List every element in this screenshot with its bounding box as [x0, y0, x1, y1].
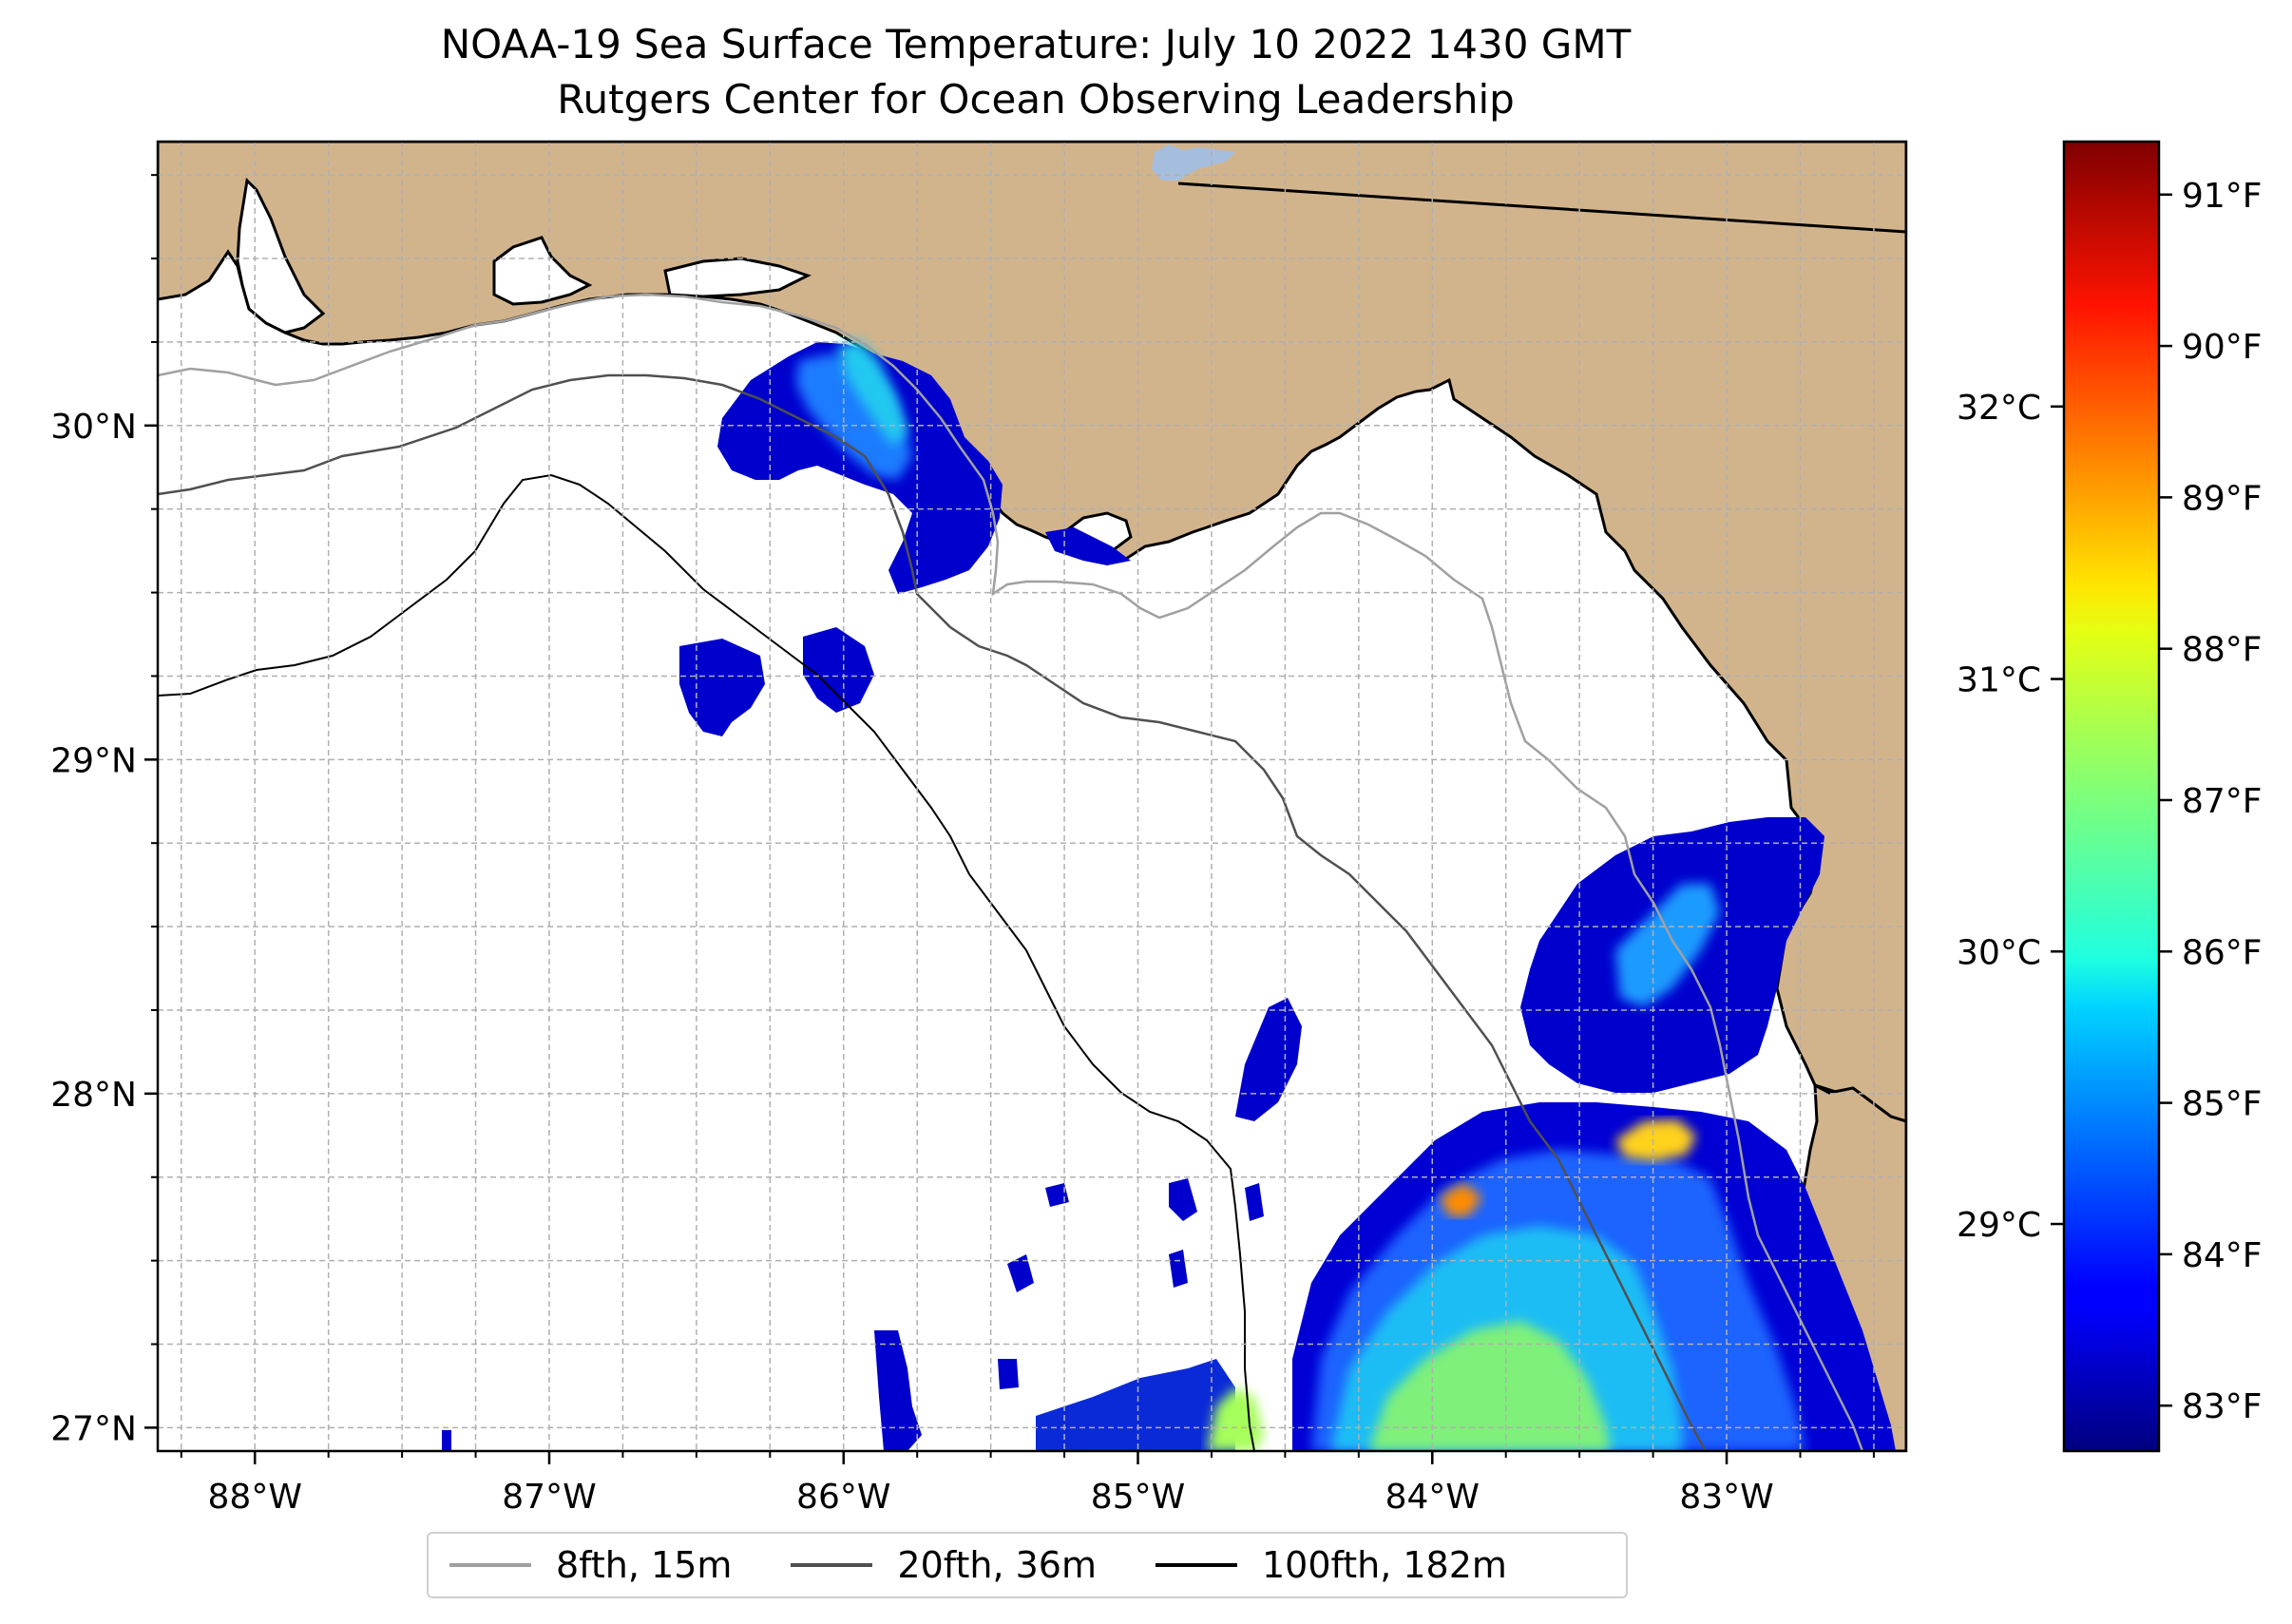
chart-subtitle: Rutgers Center for Ocean Observing Leade…	[557, 76, 1515, 123]
colorbar-f-label: 86°F	[2182, 933, 2263, 972]
y-tick-label: 28°N	[50, 1076, 137, 1115]
mobile-bay	[236, 177, 326, 334]
colorbar-c-label: 29°C	[1957, 1206, 2041, 1245]
colorbar-f-label: 88°F	[2182, 631, 2263, 670]
sst-patch-warm-spot-2	[1440, 1183, 1482, 1216]
legend-item-8fth: 8fth, 15m	[449, 1544, 732, 1586]
colorbar-c-label: 31°C	[1957, 661, 2041, 700]
x-tick-label: 87°W	[502, 1478, 596, 1517]
legend: 8fth, 15m 20fth, 36m 100fth, 182m	[427, 1532, 1628, 1598]
colorbar-f-label: 84°F	[2182, 1236, 2263, 1275]
legend-item-100fth: 100fth, 182m	[1155, 1544, 1507, 1586]
sst-patch-nearshore	[1045, 527, 1131, 565]
sst-patch-offshore-1	[679, 639, 765, 736]
colorbar-f-label: 85°F	[2182, 1085, 2263, 1124]
contour-100fth	[158, 473, 1255, 1451]
x-tick-label: 83°W	[1679, 1478, 1773, 1517]
colorbar-f-label: 89°F	[2182, 479, 2263, 518]
x-tick-label: 88°W	[208, 1478, 302, 1517]
x-axis: 88°W 87°W 86°W 85°W 84°W 83°W	[180, 1451, 1875, 1517]
sst-patch-warm-spot	[1615, 1119, 1696, 1161]
x-tick-label: 84°W	[1385, 1478, 1480, 1517]
colorbar: 32°C 31°C 30°C 29°C 91°F 90°F 89°F 88°F 87°F 86°…	[1957, 140, 2263, 1453]
colorbar-c-label: 30°C	[1957, 933, 2041, 972]
legend-label-8fth: 8fth, 15m	[556, 1544, 733, 1586]
sst-patches	[442, 340, 1896, 1451]
y-tick-label: 27°N	[50, 1409, 137, 1448]
legend-swatch-20fth	[791, 1563, 873, 1567]
legend-swatch-8fth	[449, 1563, 531, 1567]
legend-swatch-100fth	[1155, 1563, 1237, 1567]
y-tick-label: 30°N	[50, 408, 137, 447]
y-tick-label: 29°N	[50, 741, 137, 780]
gridlines	[158, 142, 1906, 1451]
sst-patch-pensacola-warm	[796, 353, 912, 480]
legend-label-100fth: 100fth, 182m	[1261, 1544, 1507, 1586]
sst-patch-flecks	[442, 1178, 1264, 1451]
colorbar-f-label: 91°F	[2182, 177, 2263, 216]
x-tick-label: 86°W	[796, 1478, 890, 1517]
choctawhatchee-bay	[663, 257, 812, 298]
chart-title: NOAA-19 Sea Surface Temperature: July 10…	[440, 21, 1632, 67]
x-tick-label: 85°W	[1091, 1478, 1185, 1517]
pensacola-bay	[492, 236, 593, 306]
sst-patch-bigbend-cyan	[1615, 884, 1720, 1007]
y-axis: 30°N 29°N 28°N 27°N	[50, 174, 158, 1448]
sst-patch-cyan	[836, 340, 907, 447]
contour-20fth	[158, 373, 1708, 1451]
legend-item-20fth: 20fth, 36m	[791, 1544, 1097, 1586]
colorbar-gradient	[2062, 140, 2161, 1453]
sst-patch-south-green	[1368, 1321, 1611, 1451]
legend-label-20fth: 20fth, 36m	[897, 1544, 1097, 1586]
lake-seminole	[1152, 144, 1235, 181]
colorbar-c-label: 32°C	[1957, 389, 2041, 428]
state-border	[1177, 182, 1906, 234]
land-mass	[158, 142, 1906, 1123]
map-frame	[156, 140, 1908, 1453]
sst-patch-west-2-warm	[1207, 1387, 1264, 1451]
sst-patch-west	[874, 1330, 922, 1451]
sst-patch-offshore-2	[803, 627, 874, 713]
contour-8fth	[158, 293, 1864, 1451]
colorbar-f-label: 87°F	[2182, 782, 2263, 821]
colorbar-f-label: 83°F	[2182, 1387, 2263, 1426]
colorbar-f-label: 90°F	[2182, 328, 2263, 367]
